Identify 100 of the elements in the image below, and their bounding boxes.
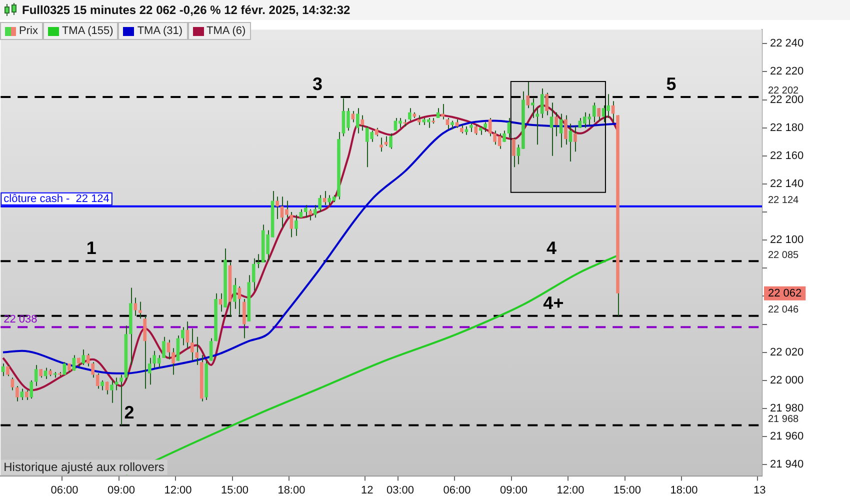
candlestick [120,374,123,426]
candlestick [10,377,14,391]
x-tick-label: 15:00 [613,484,641,496]
candlestick [162,336,166,358]
candlestick [313,204,317,218]
candlestick [540,88,544,118]
legend-label: TMA (155) [62,25,114,37]
annotation: 4+ [543,292,564,313]
x-tick-label: 09:00 [500,484,528,496]
ref-line-label: 22 046 [768,304,800,316]
x-tick-label: 13 [754,484,766,496]
y-tick-label: 22 160 [770,150,804,162]
annotation: 4 [546,238,557,258]
candlestick [233,277,236,310]
annotation: Historique ajusté aux rollovers [4,460,164,474]
candlestick [611,100,615,123]
y-tick-label: 21 960 [770,430,804,443]
legend-label: Prix [19,25,38,37]
candlestick [34,364,38,386]
candlestick [526,81,530,109]
annotation: 5 [666,74,676,94]
candlestick [564,114,568,146]
candlestick [72,354,76,372]
candlestick [186,320,190,349]
candlestick [308,208,312,221]
y-tick-label: 21 980 [770,402,804,414]
candlestick [389,132,392,150]
candlestick [408,108,412,122]
candlestick [417,114,421,126]
x-tick-label: 18:00 [278,484,306,496]
x-tick-label: 09:00 [107,484,135,496]
candlestick [294,214,298,236]
x-tick-label: 15:00 [220,484,248,496]
x-tick-label: 06:00 [443,484,471,496]
y-tick-label: 22 100 [770,234,804,246]
candlestick [30,380,34,400]
legend-label: TMA (31) [137,25,183,37]
candlestick [568,123,572,162]
candlestick [138,301,142,320]
x-tick-label: 12:00 [164,484,192,496]
candlestick [507,118,511,138]
annotation: clôture cash - 22 124 [4,192,110,205]
candlestick [86,353,90,367]
candlestick [100,380,104,391]
candlestick [559,113,563,148]
candlestick [356,108,360,134]
annotation: 1 [86,238,96,258]
candlestick [484,122,488,133]
annotation: 22 038 [4,314,38,326]
candlestick [318,194,322,213]
candlestick [242,298,246,339]
y-tick-label: 22 180 [770,122,804,134]
candlestick [592,102,596,123]
candlestick [134,297,138,316]
chart-title: Full0325 15 minutes 22 062 -0,26 % 12 févr. 2025, 14:32:32 [22,3,350,17]
candlestick [474,124,478,136]
y-tick-label: 22 220 [770,66,804,78]
annotation: 22 062 [768,287,802,300]
candlestick [290,212,294,238]
legend-label: TMA (6) [206,25,246,37]
y-tick-label: 22 240 [770,38,804,50]
candlestick [62,362,66,376]
ref-line-label: 22 124 [768,195,800,206]
y-tick-label: 22 140 [770,178,804,190]
y-tick-label: 21 940 [770,458,804,471]
y-tick-label: 22 020 [770,346,804,358]
candlestick [550,102,554,156]
annotation: 3 [312,74,322,94]
candlestick [181,326,184,346]
candlestick [545,92,548,116]
candlestick [190,328,194,362]
candlestick [512,137,516,168]
y-tick-label: 22 200 [770,94,804,106]
x-tick-label: 03:00 [386,484,414,496]
candlestick [380,137,383,152]
candlestick [554,112,558,137]
candlestick [6,364,10,377]
candlestick [24,390,28,401]
candlestick [16,386,19,402]
x-tick-label: 12 [361,484,374,496]
candlestick [304,204,308,218]
candlestick [597,108,601,122]
x-tick-label: 18:00 [670,484,698,496]
ref-line-label: 22 085 [768,250,800,261]
candlestick [82,349,86,366]
candlestick [209,338,213,362]
y-tick-label: 22 000 [770,374,804,386]
candlestick [488,118,492,137]
candlestick [276,196,279,220]
candlestick [195,336,199,366]
candlestick [143,315,147,390]
candlestick [574,126,577,152]
candlestick [91,362,95,378]
ref-line-label: 21 968 [768,414,800,426]
x-tick-label: 12:00 [556,484,584,496]
candlestick [360,114,364,132]
annotation: 2 [124,402,134,422]
candlestick [441,103,444,120]
x-tick-label: 06:00 [50,484,78,496]
candlestick [110,380,114,404]
